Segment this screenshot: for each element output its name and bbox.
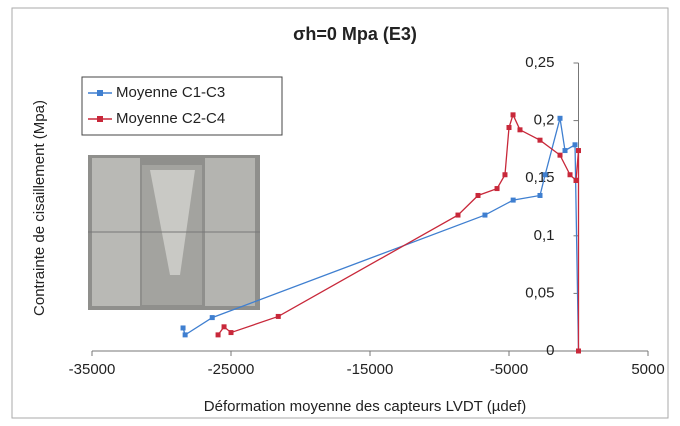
y-tick-label: 0,15 — [525, 169, 554, 186]
data-point — [557, 115, 563, 121]
data-point — [510, 197, 516, 203]
data-point — [572, 142, 578, 148]
data-point — [180, 325, 186, 331]
data-point — [537, 192, 543, 198]
data-point — [482, 212, 488, 218]
data-point — [494, 186, 500, 192]
y-tick-label: 0 — [546, 342, 554, 359]
data-point — [562, 148, 568, 154]
data-point — [209, 315, 215, 321]
data-point — [576, 148, 581, 154]
legend-label: Moyenne C2-C4 — [116, 110, 225, 127]
data-point — [576, 348, 581, 354]
x-tick-label: -15000 — [347, 361, 394, 378]
data-point — [517, 127, 523, 133]
x-tick-label: -5000 — [490, 361, 528, 378]
y-tick-label: 0,25 — [525, 54, 554, 71]
data-point — [475, 192, 481, 198]
data-point — [506, 125, 512, 131]
legend-marker — [97, 90, 103, 96]
legend — [81, 76, 283, 136]
data-point — [215, 332, 221, 338]
legend-marker — [97, 116, 103, 122]
data-point — [542, 172, 548, 178]
data-point — [455, 212, 461, 218]
data-point — [567, 172, 573, 178]
y-tick-label: 0,1 — [534, 227, 555, 244]
x-tick-label: 5000 — [631, 361, 664, 378]
data-point — [510, 112, 516, 118]
data-point — [228, 330, 234, 336]
x-tick-label: -25000 — [208, 361, 255, 378]
x-tick-label: -35000 — [69, 361, 116, 378]
y-tick-label: 0,05 — [525, 284, 554, 301]
x-axis-label: Déformation moyenne des capteurs LVDT (µ… — [204, 398, 526, 415]
photo-inset — [88, 155, 260, 310]
data-point — [557, 152, 563, 158]
data-point — [182, 332, 188, 338]
chart-title: σh=0 Mpa (E3) — [293, 24, 417, 44]
data-point — [502, 172, 508, 178]
data-point — [573, 178, 579, 184]
data-point — [275, 313, 281, 319]
data-point — [537, 137, 543, 143]
y-axis-label: Contrainte de cisaillement (Mpa) — [31, 100, 48, 316]
legend-label: Moyenne C1-C3 — [116, 84, 225, 101]
data-point — [221, 324, 227, 330]
y-tick-label: 0,2 — [534, 112, 555, 129]
